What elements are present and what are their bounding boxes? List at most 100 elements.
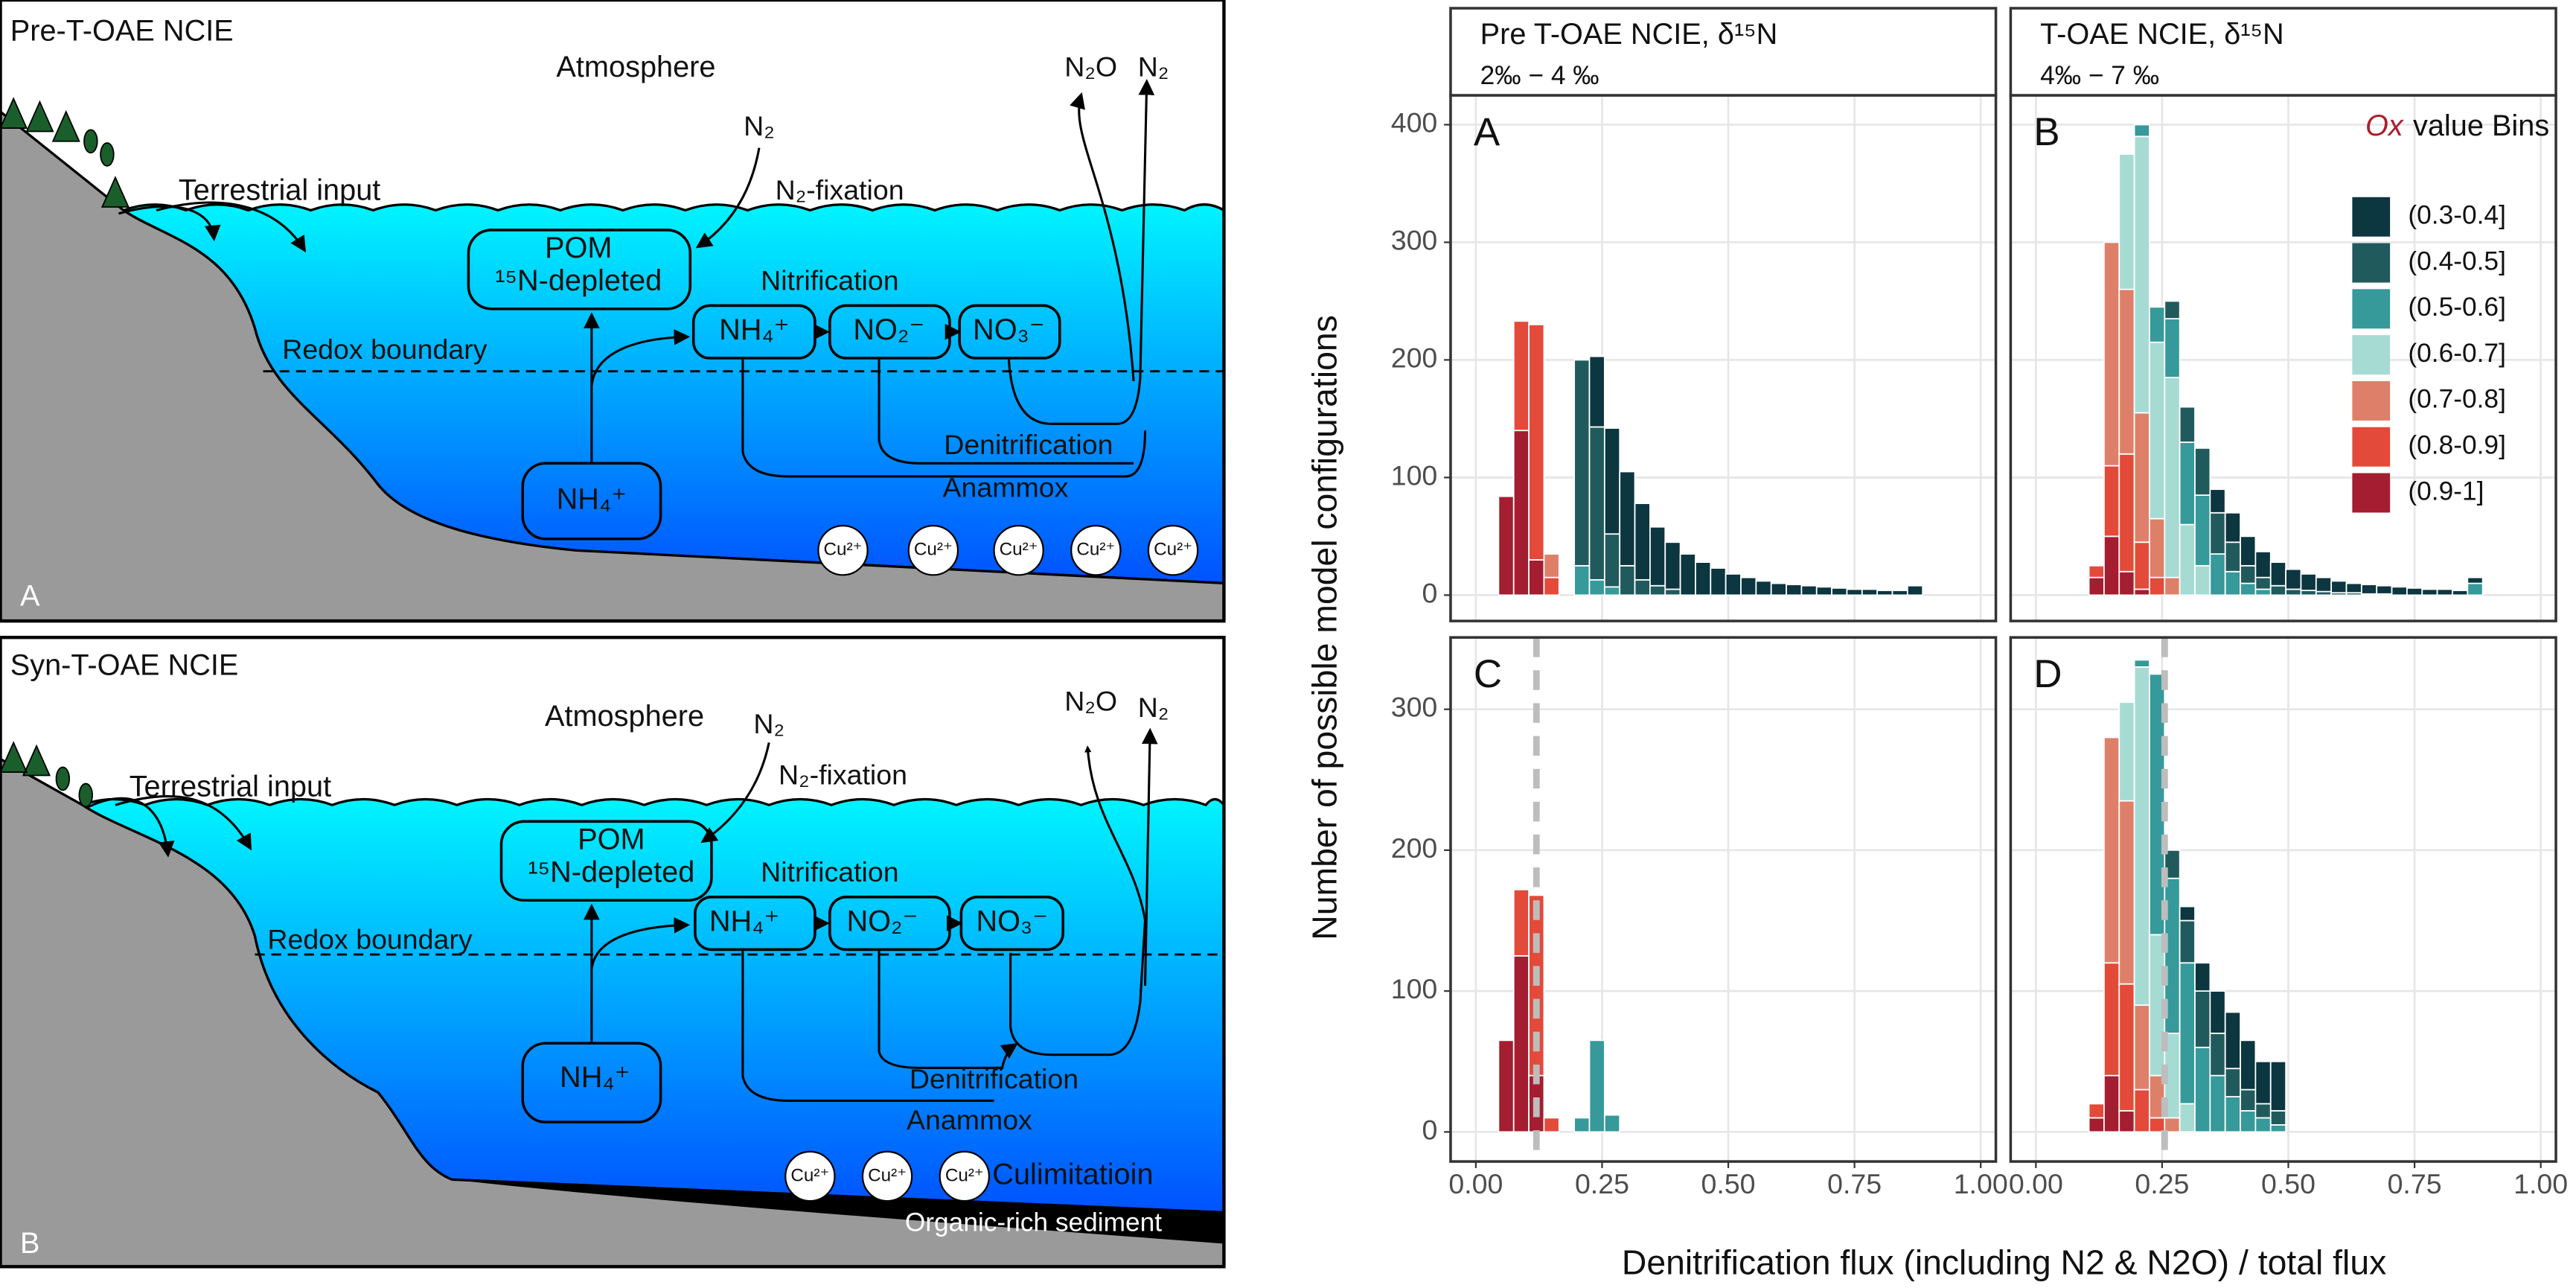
box <box>499 820 713 902</box>
diagram-label: N₂ <box>753 708 784 739</box>
bar <box>2300 573 2317 591</box>
bar <box>2118 288 2135 455</box>
bar <box>1588 1039 1605 1133</box>
bar <box>1815 586 1832 596</box>
diagram-label: N₂ <box>744 110 775 141</box>
cu-label: Cu²⁺ <box>945 1165 984 1185</box>
bar <box>2254 588 2272 596</box>
x-tick-label: 1.00 <box>1954 1168 2008 1199</box>
bar <box>2133 588 2150 596</box>
diagram-label: Denitrification <box>944 429 1113 460</box>
bar <box>1543 553 1560 578</box>
bar <box>2149 1117 2166 1133</box>
bar <box>2194 990 2211 1048</box>
bar <box>2103 241 2120 467</box>
diagram-title: Pre-T-OAE NCIE <box>10 15 234 48</box>
diagram-label: NH₄⁺ <box>557 483 627 516</box>
bar <box>2164 1117 2181 1133</box>
panel-label: D <box>2033 652 2062 696</box>
bar <box>1740 576 1757 596</box>
legend-label: (0.5-0.6] <box>2408 293 2505 322</box>
bar <box>1664 541 1681 590</box>
legend-swatch <box>2352 427 2391 467</box>
cu-circle <box>907 525 959 576</box>
panel-label: C <box>1474 652 1502 696</box>
panel: 0.00 0.25 0.50 0.75 1.00 0 100 200 300 C <box>1391 636 2008 1199</box>
bar <box>2118 153 2135 290</box>
diagram-label: POM <box>545 232 612 264</box>
x-tick-label: 0.75 <box>1827 1168 1882 1199</box>
bar <box>2103 1074 2120 1133</box>
bar <box>1664 588 1681 596</box>
cu-label: Cu²⁺ <box>1154 540 1192 560</box>
panel-border <box>2009 636 2557 1163</box>
bar <box>2164 377 2181 578</box>
bar <box>2224 1096 2241 1133</box>
strip <box>1449 7 1998 97</box>
strip-text: 4‰ − 7 ‰ <box>2040 61 2159 90</box>
bar <box>2133 541 2150 590</box>
x-tick-label: 0.75 <box>2388 1168 2442 1199</box>
bar <box>2209 488 2226 514</box>
x-tick-label: 1.00 <box>2513 1168 2568 1199</box>
panel: B T-OAE NCIE, δ¹⁵N 4‰ − 7 ‰ Ox value Bins (0.… <box>2009 7 2557 622</box>
diagram-label: Redox boundary <box>267 923 472 954</box>
bar <box>1634 578 1651 596</box>
bar <box>2254 1117 2272 1133</box>
cu-circle <box>1147 525 1199 576</box>
bar <box>1619 471 1636 567</box>
bar <box>1649 526 1666 587</box>
bar <box>2133 659 2150 668</box>
bar <box>1786 584 1803 596</box>
bar <box>2300 590 2317 596</box>
bar <box>2194 962 2211 992</box>
bar <box>1498 495 1515 596</box>
legend-title-italic: Ox <box>2365 110 2405 143</box>
diagram-label: Atmosphere <box>545 700 704 733</box>
diagram-label: Culimitatioin <box>992 1158 1153 1190</box>
bar <box>2118 983 2135 1112</box>
diagram-label: N₂ <box>1138 692 1169 723</box>
bar <box>1573 564 1591 596</box>
bar <box>2209 1033 2226 1077</box>
bar <box>1891 590 1908 596</box>
bar <box>1588 426 1605 581</box>
bar <box>2088 576 2105 596</box>
y-tick-label: 400 <box>1391 106 1438 138</box>
bar <box>2118 800 2135 985</box>
frame <box>0 635 1226 1269</box>
legend-title: Ox value Bins <box>2365 110 2549 143</box>
bar <box>2133 1088 2150 1133</box>
bar <box>2224 570 2241 596</box>
y-tick-label: 200 <box>1391 832 1438 864</box>
bar <box>2194 494 2211 567</box>
bar <box>2406 587 2423 596</box>
bar <box>1831 587 1848 596</box>
bar <box>2103 736 2120 964</box>
diagram-label: NH₄⁺ <box>719 313 790 346</box>
bar <box>2133 1004 2150 1091</box>
bar <box>2179 441 2196 526</box>
panel: 0 100 200 300 400 A Pre T-OAE NCIE, δ¹⁵N 2‰ − 4… <box>1391 7 1998 622</box>
cu-label: Cu²⁺ <box>1000 540 1038 560</box>
bar <box>2149 306 2166 343</box>
legend-label: (0.4-0.5] <box>2408 246 2505 275</box>
bar <box>1861 588 1879 596</box>
cu-label: Cu²⁺ <box>914 540 953 560</box>
bar <box>2209 1074 2226 1133</box>
bar <box>1876 590 1893 596</box>
bar <box>1528 324 1545 561</box>
sediment <box>452 1179 1224 1244</box>
bar <box>2391 586 2408 596</box>
cu-circle <box>939 1150 990 1202</box>
diagram-label: ¹⁵N-depleted <box>528 855 694 888</box>
diagram-label: N₂O <box>1064 685 1117 716</box>
trees <box>0 741 93 808</box>
bar <box>2376 584 2393 595</box>
bar <box>2240 1110 2257 1133</box>
bar <box>2164 318 2181 378</box>
bar <box>2224 1011 2241 1070</box>
x-tick-label: 0.00 <box>1448 1168 1503 1199</box>
bar <box>2224 511 2241 543</box>
bar <box>2269 1060 2286 1112</box>
